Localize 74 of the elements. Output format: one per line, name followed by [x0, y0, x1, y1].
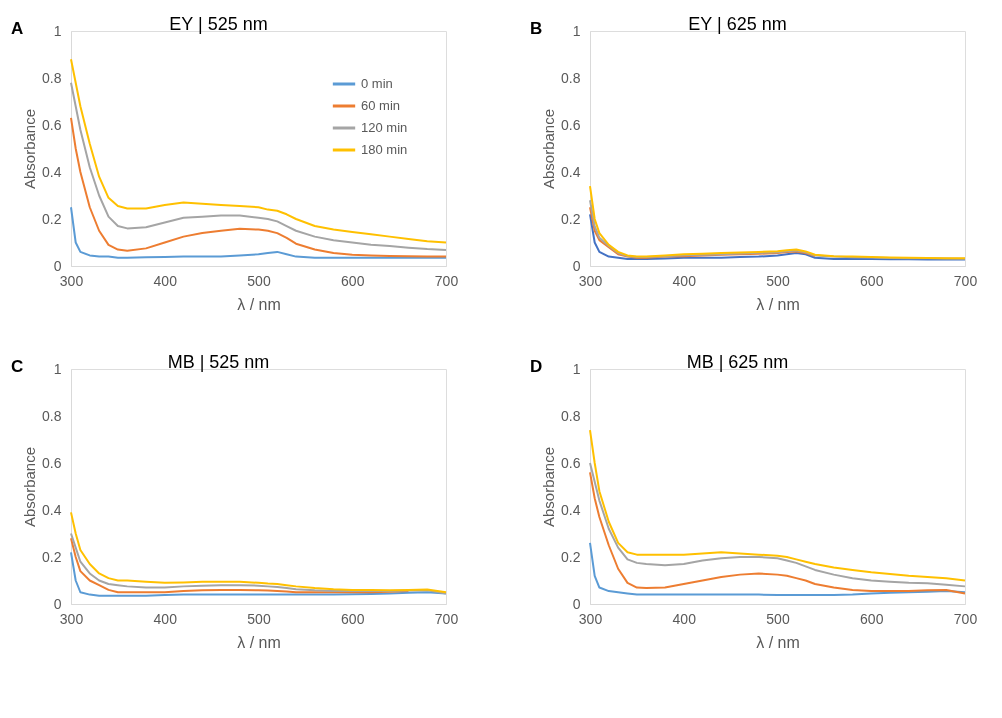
line-series [70, 532, 447, 595]
y-tick-label: 0.8 [42, 69, 62, 86]
legend-label: 60 min [361, 98, 401, 113]
line-series [70, 81, 447, 252]
y-tick-label: 0.4 [561, 163, 581, 180]
line-series [70, 511, 447, 594]
legend-label: 0 min [361, 76, 393, 91]
x-tick-label: 600 [860, 610, 884, 627]
x-tick-label: 400 [672, 610, 697, 627]
chart-title: EY | 525 nm [169, 14, 268, 34]
line-series [589, 429, 966, 582]
y-tick-label: 0.8 [42, 407, 62, 424]
y-axis-title: Absorbance [540, 108, 558, 190]
x-axis-title: λ / nm [237, 295, 281, 313]
x-tick-label: 500 [247, 610, 271, 627]
line-series [589, 541, 966, 597]
x-tick-label: 700 [953, 610, 978, 627]
line-series [70, 116, 447, 258]
chart-title: MB | 625 nm [686, 352, 789, 372]
y-tick-label: 1 [53, 360, 62, 377]
x-tick-label: 500 [766, 272, 790, 289]
line-series [589, 206, 816, 259]
x-tick-label: 400 [153, 610, 178, 627]
x-tick-label: 700 [434, 272, 459, 289]
x-tick-label: 600 [860, 272, 884, 289]
y-tick-label: 0.8 [561, 407, 581, 424]
x-axis-title: λ / nm [756, 295, 800, 313]
legend-label: 180 min [361, 142, 408, 157]
x-tick-label: 700 [434, 610, 459, 627]
x-tick-label: 300 [59, 610, 84, 627]
y-tick-label: 1 [572, 360, 581, 377]
y-tick-label: 0.4 [42, 163, 62, 180]
x-tick-label: 300 [578, 272, 603, 289]
y-tick-label: 0.2 [42, 548, 62, 565]
x-tick-label: 300 [578, 610, 603, 627]
y-tick-label: 0.6 [561, 116, 581, 133]
legend-label: 120 min [361, 120, 408, 135]
x-tick-label: 600 [341, 610, 365, 627]
y-tick-label: 0.6 [561, 454, 581, 471]
y-tick-label: 0.6 [42, 454, 62, 471]
text: C [11, 357, 24, 376]
x-tick-label: 700 [953, 272, 978, 289]
y-tick-label: 0 [53, 257, 62, 274]
chart-title: MB | 525 nm [167, 352, 270, 372]
x-axis-title: λ / nm [237, 633, 281, 651]
x-tick-label: 400 [672, 272, 697, 289]
y-tick-label: 0.2 [561, 210, 581, 227]
x-tick-label: 600 [341, 272, 365, 289]
y-tick-label: 1 [53, 22, 62, 39]
text: B [530, 19, 543, 38]
y-tick-label: 0.4 [561, 501, 581, 518]
y-tick-label: 0.8 [561, 69, 581, 86]
line-series [70, 206, 447, 259]
y-tick-label: 0 [572, 257, 581, 274]
y-axis-title: Absorbance [540, 446, 558, 528]
y-tick-label: 0 [572, 595, 581, 612]
y-tick-label: 0 [53, 595, 62, 612]
x-tick-label: 300 [59, 272, 84, 289]
y-tick-label: 0.2 [42, 210, 62, 227]
chart-title: EY | 625 nm [688, 14, 787, 34]
y-tick-label: 0.2 [561, 548, 581, 565]
x-tick-label: 500 [247, 272, 271, 289]
x-tick-label: 400 [153, 272, 178, 289]
text: D [530, 357, 543, 376]
y-axis-title: Absorbance [21, 446, 39, 528]
line-series [70, 58, 447, 244]
y-tick-label: 0.4 [42, 501, 62, 518]
text: A [11, 19, 24, 38]
line-series [589, 185, 966, 260]
y-axis-title: Absorbance [21, 108, 39, 190]
y-tick-label: 1 [572, 22, 581, 39]
y-tick-label: 0.6 [42, 116, 62, 133]
x-axis-title: λ / nm [756, 633, 800, 651]
x-tick-label: 500 [766, 610, 790, 627]
